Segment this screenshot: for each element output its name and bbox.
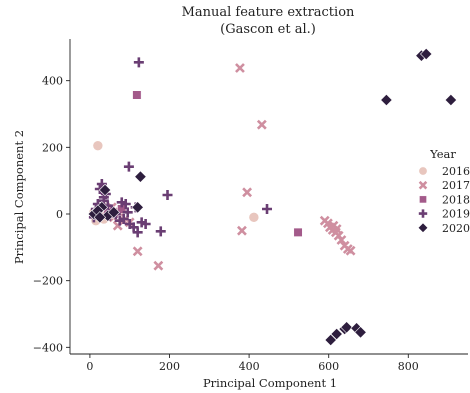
- point-2020-18: [93, 211, 107, 224]
- y-tick-label-2: 0: [56, 208, 63, 221]
- point-2019-21: [140, 219, 151, 229]
- point-2020-3: [444, 93, 458, 107]
- point-2019-16: [122, 207, 133, 218]
- point-2019-4: [155, 226, 166, 237]
- x-axis-label: Principal Component 1: [203, 376, 337, 390]
- point-2017-5: [153, 260, 164, 271]
- legend-marker-2018: [419, 195, 427, 204]
- point-2020-5: [98, 183, 112, 197]
- point-2018-0: [132, 90, 142, 100]
- legend-marker-2020: [417, 222, 429, 234]
- legend-label-2016: 2016: [442, 165, 470, 178]
- x-tick-label-0: 0: [86, 360, 93, 373]
- point-2016-0: [92, 140, 104, 151]
- point-2019-18: [128, 222, 139, 233]
- plot-area: 0 200 400 600 800 −400 −200 0 200 400: [33, 39, 468, 373]
- y-tick-label-1: −200: [33, 275, 63, 288]
- x-tick-label-3: 600: [318, 360, 339, 373]
- legend-label-2019: 2019: [442, 208, 470, 221]
- points-layer: [87, 47, 458, 347]
- point-2018-1: [293, 227, 303, 237]
- legend-label-2020: 2020: [442, 222, 470, 235]
- x-tick-label-4: 800: [398, 360, 419, 373]
- x-tick-label-2: 400: [239, 360, 260, 373]
- chart-title: Manual feature extraction: [182, 5, 355, 20]
- point-2019-2: [162, 190, 173, 200]
- point-2020-13: [340, 321, 353, 334]
- x-tick-label-1: 200: [159, 360, 180, 373]
- legend-marker-2019: [418, 209, 428, 218]
- point-2017-15: [345, 245, 356, 256]
- y-tick-label-4: 400: [42, 75, 63, 88]
- legend-marker-2017: [418, 180, 428, 190]
- chart-subtitle: (Gascon et al.): [220, 22, 316, 37]
- point-2020-11: [330, 327, 343, 341]
- point-2017-4: [132, 246, 143, 257]
- legend-label-2017: 2017: [442, 179, 470, 192]
- point-2020-10: [324, 333, 337, 347]
- point-2019-1: [123, 161, 134, 172]
- legend-marker-2016: [418, 166, 428, 176]
- point-2016-1: [248, 212, 260, 223]
- point-2020-1: [420, 47, 433, 61]
- point-2020-9: [131, 201, 144, 214]
- point-2019-3: [262, 204, 273, 214]
- point-2020-17: [107, 206, 120, 219]
- point-2019-0: [133, 57, 144, 68]
- y-tick-label-3: 200: [42, 141, 63, 154]
- point-2020-15: [354, 326, 367, 339]
- x-ticks: 0 200 400 600 800: [86, 354, 419, 373]
- point-2019-19: [132, 227, 143, 238]
- y-tick-label-0: −400: [33, 341, 63, 354]
- point-2019-22: [114, 215, 125, 226]
- point-2017-0: [235, 63, 245, 73]
- legend-title: Year: [429, 147, 456, 161]
- point-2017-17: [331, 224, 342, 234]
- point-2017-12: [336, 235, 347, 245]
- point-2017-3: [237, 225, 247, 236]
- point-2020-4: [134, 170, 147, 183]
- point-2020-2: [380, 93, 393, 107]
- legend-label-2018: 2018: [442, 193, 470, 206]
- point-2017-1: [256, 119, 267, 130]
- point-2017-2: [242, 187, 253, 198]
- y-axis-label: Principal Component 2: [12, 130, 26, 264]
- point-2019-26: [116, 197, 127, 208]
- y-ticks: −400 −200 0 200 400: [33, 75, 70, 354]
